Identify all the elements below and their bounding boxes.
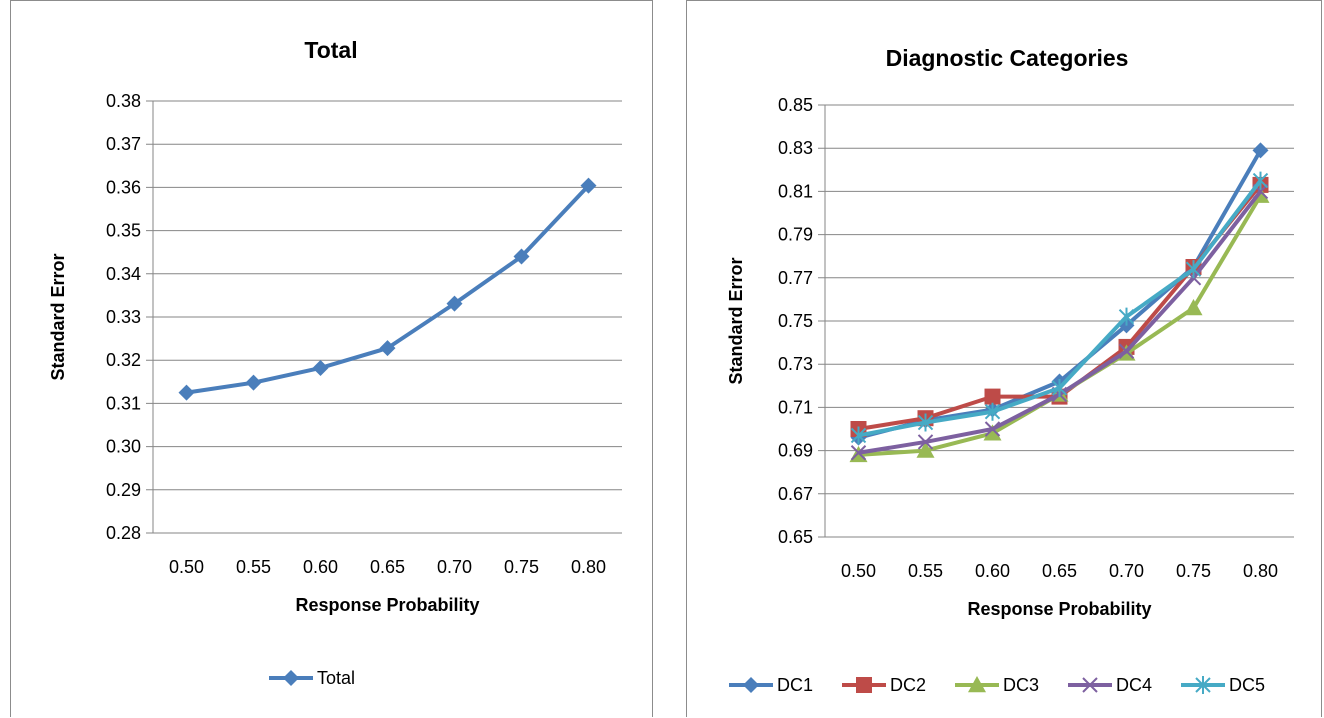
legend: Total (269, 668, 355, 688)
y-tick-label: 0.75 (778, 311, 813, 331)
data-point-dc3 (916, 441, 935, 458)
y-tick-label: 0.30 (106, 437, 141, 457)
data-point-total (446, 295, 463, 312)
legend-marker-dc2 (856, 677, 872, 693)
legend-label-total: Total (317, 668, 355, 688)
legend-marker-dc3 (968, 676, 986, 693)
data-point-dc5 (1051, 378, 1068, 397)
data-point-total (312, 359, 329, 376)
y-tick-label: 0.71 (778, 397, 813, 417)
legend-label-dc1: DC1 (777, 675, 813, 695)
x-tick-label: 0.60 (303, 557, 338, 577)
y-tick-label: 0.31 (106, 393, 141, 413)
x-tick-label: 0.50 (169, 557, 204, 577)
series-dc5 (850, 171, 1269, 445)
y-tick-label: 0.38 (106, 91, 141, 111)
x-tick-label: 0.50 (841, 561, 876, 581)
legend-label-dc5: DC5 (1229, 675, 1265, 695)
data-point-total (245, 374, 262, 391)
y-tick-label: 0.36 (106, 177, 141, 197)
y-tick-label: 0.67 (778, 484, 813, 504)
series-line-total (186, 184, 590, 395)
y-tick-label: 0.33 (106, 307, 141, 327)
legend-label-dc3: DC3 (1003, 675, 1039, 695)
x-tick-label: 0.60 (975, 561, 1010, 581)
data-point-total (379, 340, 396, 357)
data-point-dc4 (850, 445, 867, 461)
data-point-dc2 (984, 388, 1001, 405)
data-point-dc3 (1184, 299, 1203, 316)
chart-total-svg: Total 0.28 0.29 0.30 0.31 0.32 0.33 0.34 0.35 0.3… (48, 37, 622, 688)
y-tick-label: 0.83 (778, 138, 813, 158)
y-axis-title: Standard Error (726, 257, 746, 384)
legend-item-dc5: DC5 (1181, 675, 1265, 695)
y-axis-title: Standard Error (48, 253, 68, 380)
y-tick-label: 0.34 (106, 264, 141, 284)
x-axis-title: Response Probability (967, 599, 1151, 619)
data-point-dc5 (984, 402, 1001, 421)
chart-panel-diagnostic-categories: Diagnostic Categories 0.65 0.67 0.69 0.71 0.7… (686, 0, 1322, 717)
data-point-total (178, 384, 195, 401)
y-tick-label: 0.69 (778, 441, 813, 461)
chart-diagnostic-svg: Diagnostic Categories 0.65 0.67 0.69 0.71 0.7… (726, 45, 1294, 695)
y-tick-label: 0.85 (778, 95, 813, 115)
legend-marker-dc1 (743, 677, 759, 693)
legend-marker-total (283, 670, 299, 686)
x-tick-label: 0.65 (370, 557, 405, 577)
data-point-dc5 (1252, 171, 1269, 190)
x-tick-label: 0.70 (437, 557, 472, 577)
y-tick-label: 0.81 (778, 181, 813, 201)
y-tick-label: 0.65 (778, 527, 813, 547)
x-tick-label: 0.55 (908, 561, 943, 581)
legend-item-dc4: DC4 (1068, 675, 1152, 695)
legend-label-dc4: DC4 (1116, 675, 1152, 695)
x-tick-label: 0.65 (1042, 561, 1077, 581)
y-tick-label: 0.28 (106, 523, 141, 543)
legend-marker-dc4 (1082, 677, 1098, 693)
chart-title: Total (304, 37, 357, 63)
data-point-dc5 (1118, 307, 1135, 326)
y-tick-label: 0.77 (778, 268, 813, 288)
chart-title: Diagnostic Categories (886, 45, 1129, 71)
legend-item-dc1: DC1 (729, 675, 813, 695)
legend-marker-dc5 (1195, 676, 1211, 694)
x-axis-title: Response Probability (295, 595, 479, 615)
x-tick-label: 0.70 (1109, 561, 1144, 581)
data-point-total (513, 248, 530, 265)
series-total (178, 177, 597, 401)
data-point-dc4 (917, 434, 934, 450)
x-tick-label: 0.75 (504, 557, 539, 577)
x-tick-label: 0.80 (1243, 561, 1278, 581)
y-tick-label: 0.35 (106, 221, 141, 241)
legend-item-dc3: DC3 (955, 675, 1039, 695)
y-tick-label: 0.29 (106, 480, 141, 500)
data-point-dc4 (1118, 343, 1135, 359)
data-point-dc5 (1185, 260, 1202, 279)
legend-label-dc2: DC2 (890, 675, 926, 695)
x-tick-label: 0.80 (571, 557, 606, 577)
data-point-total (580, 177, 597, 194)
legend-item-total: Total (269, 668, 355, 688)
chart-panel-total: Total 0.28 0.29 0.30 0.31 0.32 0.33 0.34 0.35 0.3… (10, 0, 653, 717)
x-tick-label: 0.75 (1176, 561, 1211, 581)
data-point-dc5 (917, 413, 934, 432)
y-tick-label: 0.32 (106, 350, 141, 370)
legend: DC1 DC2 DC3 DC4 DC5 (729, 675, 1265, 695)
y-tick-label: 0.73 (778, 354, 813, 374)
x-tick-label: 0.55 (236, 557, 271, 577)
y-tick-label: 0.79 (778, 225, 813, 245)
legend-item-dc2: DC2 (842, 675, 926, 695)
data-point-dc5 (850, 426, 867, 445)
data-point-dc3 (983, 424, 1002, 441)
data-point-dc4 (984, 421, 1001, 437)
data-point-dc1 (1252, 142, 1269, 159)
y-tick-label: 0.37 (106, 134, 141, 154)
